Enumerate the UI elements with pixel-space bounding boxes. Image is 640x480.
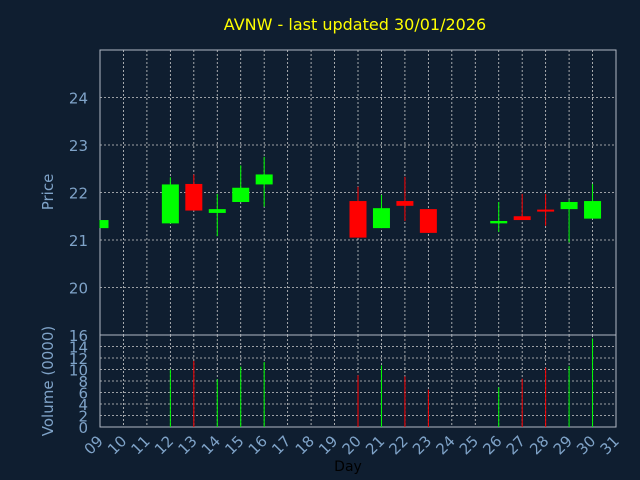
volume-axis-label: Volume (0000) <box>39 326 57 436</box>
x-tick-label: 18 <box>292 432 318 458</box>
volume-tick-label: 0 <box>78 419 88 437</box>
x-tick-label: 22 <box>386 432 412 458</box>
x-tick-label: 11 <box>128 432 154 458</box>
candle-body <box>490 221 508 224</box>
x-tick-label: 15 <box>221 432 247 458</box>
x-tick-label: 23 <box>409 432 435 458</box>
volume-tick-label: 2 <box>78 408 88 426</box>
x-tick-label: 28 <box>526 432 552 458</box>
candle-body <box>349 201 367 238</box>
candle-body <box>185 183 203 211</box>
price-tick-label: 20 <box>69 280 88 298</box>
candle-body <box>560 202 578 210</box>
candle-body <box>396 201 414 206</box>
price-panel: 20 21 22 23 24 <box>69 49 617 336</box>
x-tick-label: 17 <box>268 432 294 458</box>
x-tick-label: 20 <box>339 432 365 458</box>
candle-body <box>537 209 555 212</box>
candle-body <box>513 216 531 221</box>
x-tick-label: 21 <box>362 432 388 458</box>
price-tick-label: 22 <box>69 185 88 203</box>
x-tick-label: 10 <box>104 432 130 458</box>
x-tick-label: 31 <box>597 432 623 458</box>
volume-tick-label: 16 <box>69 327 88 345</box>
chart-title: AVNW - last updated 30/01/2026 <box>224 15 486 34</box>
x-tick-label: 12 <box>151 432 177 458</box>
volume-tick-label: 8 <box>78 373 88 391</box>
x-tick-label: 14 <box>198 432 224 458</box>
volume-tick-label: 14 <box>69 339 88 357</box>
x-tick-label: 27 <box>503 432 529 458</box>
volume-tick-label: 12 <box>69 350 88 368</box>
x-axis-label: Day <box>334 459 362 475</box>
candle-body <box>100 220 109 229</box>
x-tick-label: 16 <box>245 432 271 458</box>
x-tick-label: 24 <box>432 432 458 458</box>
volume-tick-label: 4 <box>78 396 88 414</box>
price-tick-label: 21 <box>69 232 88 250</box>
x-tick-label: 25 <box>456 432 482 458</box>
candle-body <box>208 209 226 213</box>
candle-body <box>161 184 179 224</box>
x-tick-label: 13 <box>174 432 200 458</box>
volume-tick-label: 6 <box>78 385 88 403</box>
volume-tick-label: 10 <box>69 362 88 380</box>
candle-body <box>232 187 250 202</box>
x-axis-ticks: 0910111213141516171819202122232425262728… <box>81 432 623 458</box>
price-tick-label: 23 <box>69 137 88 155</box>
price-axis-label: Price <box>39 174 57 211</box>
candle-body <box>372 208 390 229</box>
x-tick-label: 29 <box>550 432 576 458</box>
x-tick-label: 26 <box>479 432 505 458</box>
x-tick-label: 19 <box>315 432 341 458</box>
x-tick-label: 30 <box>573 432 599 458</box>
price-tick-label: 24 <box>69 90 88 108</box>
candle-body <box>255 174 273 185</box>
candle-body <box>584 201 602 219</box>
candle-body <box>419 209 437 233</box>
